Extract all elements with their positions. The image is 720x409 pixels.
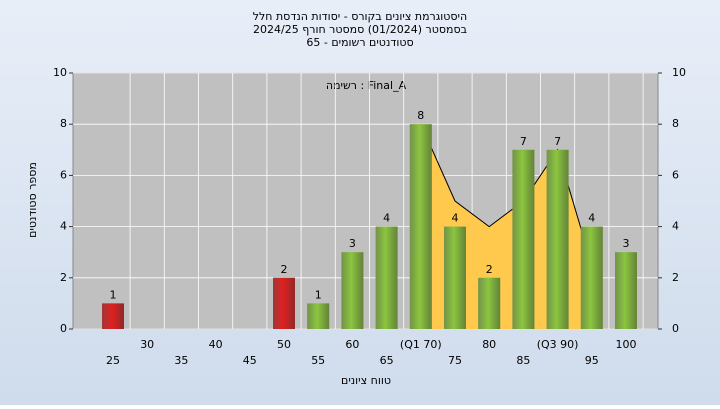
y-axis-label: מספר סטודנטים	[26, 162, 39, 238]
x-tick-label: 60	[345, 338, 359, 351]
x-tick-label: 45	[243, 354, 257, 367]
y-tick-label: 10	[53, 66, 67, 79]
bar-shade	[444, 226, 466, 329]
data-label: 8	[417, 109, 424, 122]
data-label: 3	[349, 237, 356, 250]
x-tick-label: 30	[140, 338, 154, 351]
y2-tick-label: 0	[672, 322, 679, 335]
data-label: 3	[623, 237, 630, 250]
bar-shade	[546, 149, 569, 329]
data-label: 4	[383, 212, 390, 225]
data-label: 1	[110, 288, 117, 301]
data-label: 1	[315, 288, 322, 301]
chart-subtitle: בסמסטר (01/2024) סמסטר חורף 2024/25	[253, 23, 467, 36]
x-tick-label: 80	[482, 338, 496, 351]
y-tick-label: 6	[60, 168, 67, 181]
y-tick-label: 2	[60, 271, 67, 284]
bar-shade	[409, 124, 432, 329]
x-tick-label: 55	[311, 354, 325, 367]
bar-shade	[102, 303, 124, 329]
x-tick-label: (Q3 90)	[537, 338, 579, 351]
x-tick-label: 25	[106, 354, 120, 367]
x-tick-label: 50	[277, 338, 291, 351]
x-tick-label: 85	[516, 354, 530, 367]
x-tick-label: 100	[616, 338, 637, 351]
data-label: 2	[281, 263, 288, 276]
bar-shade	[580, 226, 603, 329]
y2-tick-label: 2	[672, 271, 679, 284]
data-label: 7	[554, 135, 561, 148]
chart-title: היסטוגרמת ציונים בקורס - יסודות הנדסת חל…	[253, 10, 467, 23]
data-label: 2	[486, 263, 493, 276]
bar-shade	[478, 277, 501, 329]
bar-shade	[512, 149, 535, 329]
data-label: 7	[520, 135, 527, 148]
bar-shade	[273, 277, 295, 329]
chart-subtitle: סטודנטים רשומים - 65	[306, 36, 413, 49]
bar-shade	[341, 252, 364, 329]
x-tick-label: 75	[448, 354, 462, 367]
x-tick-label: 35	[174, 354, 188, 367]
x-tick-label: (Q1 70)	[400, 338, 442, 351]
y2-tick-label: 8	[672, 117, 679, 130]
x-axis-label: טווח ציונים	[341, 374, 391, 387]
x-tick-label: 95	[585, 354, 599, 367]
bar-shade	[307, 303, 330, 329]
data-label: 4	[588, 212, 595, 225]
bar-shade	[375, 226, 398, 329]
y-tick-label: 4	[60, 220, 67, 233]
y-tick-label: 0	[60, 322, 67, 335]
data-label: 4	[452, 212, 459, 225]
y2-tick-label: 10	[672, 66, 686, 79]
y2-tick-label: 6	[672, 168, 679, 181]
annotation: רשימה : Final_A	[326, 79, 407, 92]
x-tick-label: 40	[209, 338, 223, 351]
x-tick-label: 65	[380, 354, 394, 367]
y-tick-label: 8	[60, 117, 67, 130]
bar-shade	[615, 252, 637, 329]
y2-tick-label: 4	[672, 220, 679, 233]
